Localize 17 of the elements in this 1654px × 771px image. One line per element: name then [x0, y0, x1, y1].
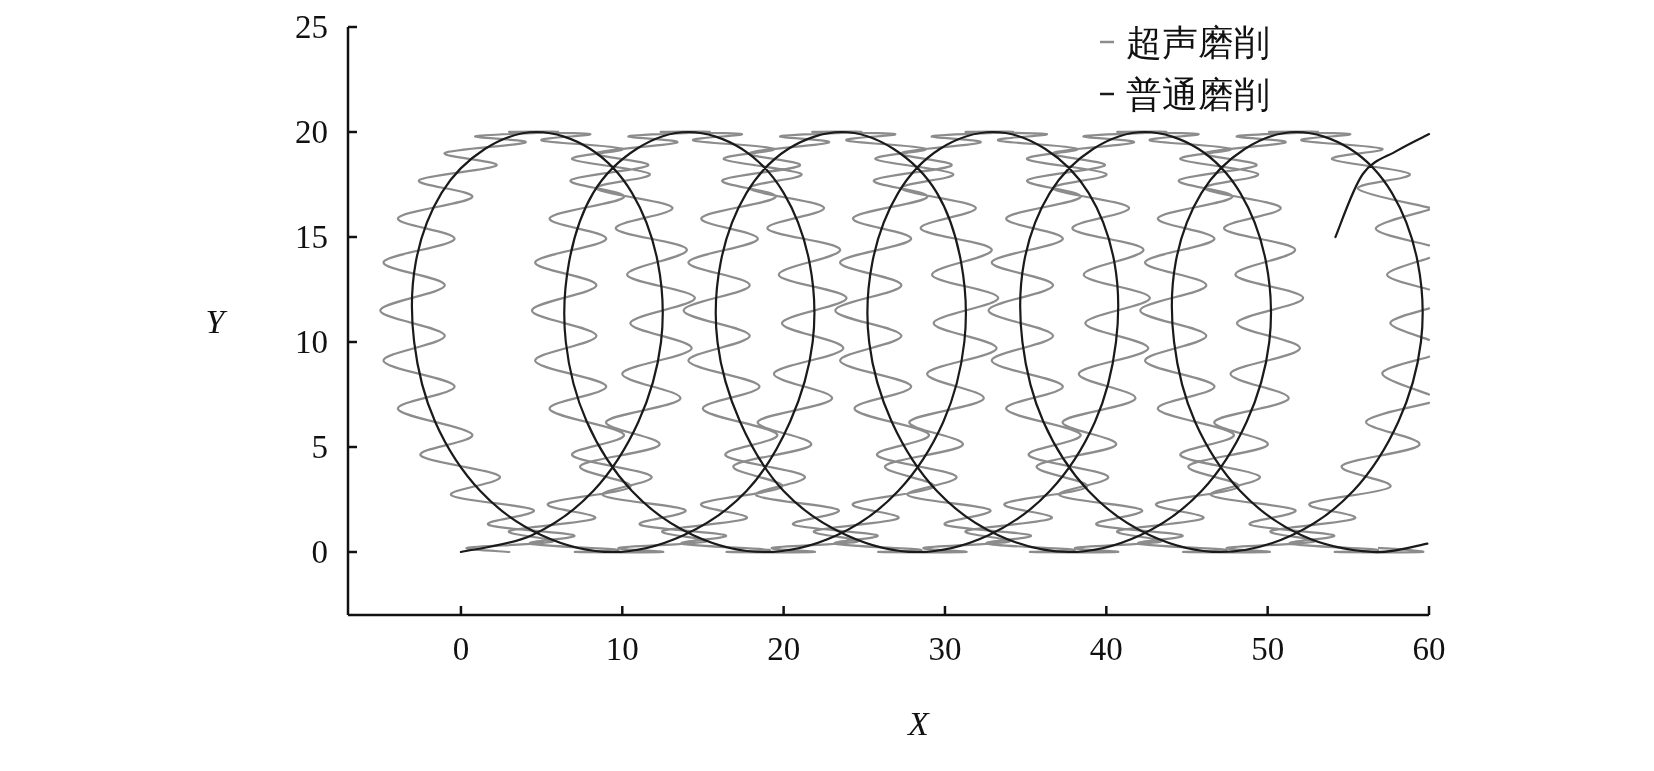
legend-label: 超声磨削	[1126, 23, 1270, 63]
x-axis-title: X	[906, 705, 931, 742]
x-tick-label: 20	[767, 631, 801, 667]
y-axis-title: Y	[205, 303, 228, 340]
y-tick-label: 25	[295, 9, 328, 45]
x-tick-label: 60	[1412, 631, 1446, 667]
x-tick-label: 40	[1089, 631, 1123, 667]
y-tick-label: 20	[295, 114, 328, 150]
x-tick-label: 30	[928, 631, 962, 667]
y-tick-label: 5	[311, 429, 328, 465]
y-tick-label: 10	[295, 324, 328, 360]
y-tick-label: 15	[295, 219, 328, 255]
legend-label: 普通磨削	[1126, 75, 1270, 115]
x-tick-label: 10	[605, 631, 639, 667]
x-tick-label: 0	[452, 631, 470, 667]
y-tick-label: 0	[311, 534, 328, 570]
x-tick-label: 50	[1251, 631, 1285, 667]
